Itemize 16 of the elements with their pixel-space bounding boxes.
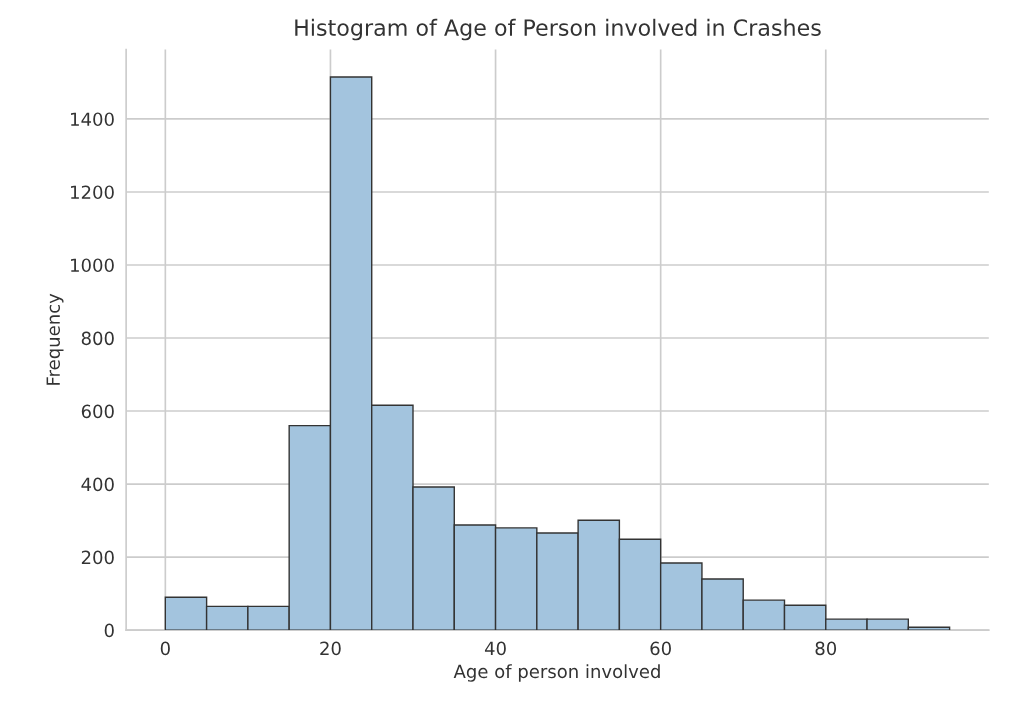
y-tick-label: 0 [104, 623, 114, 638]
x-tick-label: 60 [650, 641, 671, 656]
y-tick-label: 1200 [71, 185, 114, 200]
y-tick-label: 1000 [71, 258, 114, 273]
y-axis-title: Frequency [46, 293, 64, 385]
chart-title: Histogram of Age of Person involved in Crashes [295, 18, 821, 41]
y-tick-label: 400 [81, 477, 114, 492]
x-tick-label: 0 [160, 641, 170, 656]
x-tick-label: 20 [320, 641, 341, 656]
y-tick-label: 1400 [71, 112, 114, 127]
y-tick-label: 600 [81, 404, 114, 419]
x-tick-label: 40 [484, 641, 506, 656]
x-tick-label: 80 [815, 641, 837, 656]
y-tick-label: 200 [81, 550, 114, 565]
y-tick-label: 800 [81, 331, 114, 346]
x-axis-title: Age of person involved [453, 664, 660, 682]
